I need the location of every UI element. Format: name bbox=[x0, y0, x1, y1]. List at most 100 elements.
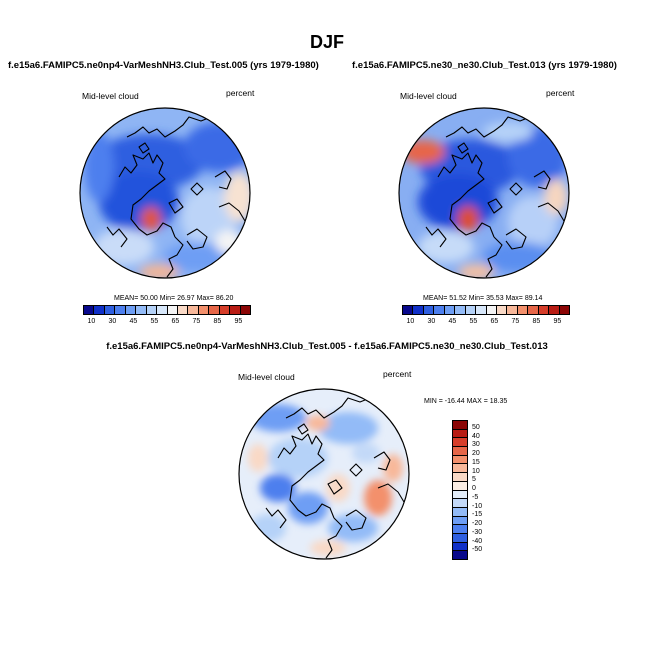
panel2-min-value: 35.53 bbox=[486, 295, 504, 302]
panel1-min-value: 26.97 bbox=[177, 295, 195, 302]
colorbar-swatch bbox=[167, 306, 178, 314]
colorbar-tick-label: 40 bbox=[472, 432, 480, 440]
colorbar-tick-label: 10 bbox=[472, 467, 480, 475]
panel2-max-value: 89.14 bbox=[524, 295, 543, 302]
colorbar-swatch bbox=[125, 306, 137, 314]
colorbar-swatch bbox=[549, 306, 560, 314]
colorbar-tick-label: 75 bbox=[511, 318, 520, 325]
colorbar-swatch bbox=[453, 533, 467, 543]
panel3-polar-map bbox=[238, 388, 410, 560]
panel3-colorbar-ticks: 50 40 30 20 15 10 5 0 -5 -10 -15 -20 -30 -40 -50 bbox=[472, 420, 502, 560]
colorbar-swatch bbox=[507, 306, 518, 314]
colorbar-swatch bbox=[434, 306, 445, 314]
panel1-colorbar-ticks: 10 30 45 55 65 75 85 95 bbox=[83, 318, 251, 328]
colorbar-tick-label: 0 bbox=[472, 485, 476, 492]
colorbar-swatch bbox=[453, 473, 467, 482]
colorbar-swatch bbox=[517, 306, 529, 314]
panel1-colorbar bbox=[83, 305, 251, 315]
colorbar-swatch bbox=[453, 551, 467, 559]
colorbar-tick-label: -10 bbox=[472, 502, 483, 510]
panel2-mean-value: 51.52 bbox=[449, 295, 467, 302]
colorbar-swatch bbox=[413, 306, 424, 314]
colorbar-swatch bbox=[94, 306, 105, 314]
colorbar-swatch bbox=[453, 525, 467, 534]
colorbar-swatch bbox=[177, 306, 189, 314]
panel1-min-label: Min= bbox=[159, 295, 176, 302]
colorbar-tick-label: 75 bbox=[192, 318, 201, 325]
colorbar-swatch bbox=[559, 306, 569, 314]
colorbar-swatch bbox=[465, 306, 477, 314]
panel2-colorbar bbox=[402, 305, 570, 315]
colorbar-tick-label: -40 bbox=[472, 537, 483, 545]
colorbar-tick-label: 50 bbox=[472, 423, 480, 431]
panel1-title: f.e15a6.FAMIPC5.ne0np4-VarMeshNH3.Club_T… bbox=[8, 60, 319, 71]
colorbar-swatch bbox=[146, 306, 158, 314]
colorbar-tick-label: 45 bbox=[129, 318, 138, 325]
colorbar-tick-label: 45 bbox=[448, 318, 457, 325]
colorbar-swatch bbox=[84, 306, 95, 314]
colorbar-swatch bbox=[219, 306, 231, 314]
panel3-minmax: MIN = -16.44 MAX = 18.35 bbox=[424, 398, 508, 405]
colorbar-tick-label: 95 bbox=[234, 318, 243, 325]
panel2-left-label: Mid-level cloud bbox=[400, 91, 457, 101]
colorbar-tick-label: 5 bbox=[472, 476, 476, 484]
colorbar-swatch bbox=[240, 306, 250, 314]
colorbar-swatch bbox=[538, 306, 550, 314]
colorbar-swatch bbox=[423, 306, 435, 314]
panel2-max-label: Max= bbox=[505, 295, 523, 302]
figure-title: DJF bbox=[309, 32, 344, 52]
colorbar-tick-label: 30 bbox=[472, 441, 480, 449]
panel2-polar-map bbox=[398, 107, 570, 279]
colorbar-swatch bbox=[486, 306, 497, 314]
panel3-left-label: Mid-level cloud bbox=[238, 372, 295, 382]
colorbar-tick-label: -30 bbox=[472, 528, 483, 536]
colorbar-tick-label: -50 bbox=[472, 546, 483, 554]
panel1-left-label: Mid-level cloud bbox=[82, 91, 139, 101]
colorbar-swatch bbox=[453, 438, 467, 448]
colorbar-swatch bbox=[453, 516, 467, 526]
colorbar-swatch bbox=[209, 306, 220, 314]
colorbar-swatch bbox=[444, 306, 456, 314]
colorbar-swatch bbox=[157, 306, 168, 314]
colorbar-swatch bbox=[136, 306, 147, 314]
colorbar-swatch bbox=[403, 306, 414, 314]
colorbar-tick-label: 10 bbox=[406, 318, 415, 325]
panel2-mean-label: MEAN= bbox=[423, 295, 448, 302]
colorbar-tick-label: 30 bbox=[108, 318, 117, 325]
colorbar-tick-label: 95 bbox=[553, 318, 562, 325]
colorbar-tick-label: 55 bbox=[469, 318, 478, 325]
colorbar-swatch bbox=[453, 464, 467, 474]
colorbar-tick-label: 65 bbox=[490, 318, 499, 325]
panel1-polar-map bbox=[79, 107, 251, 279]
colorbar-swatch bbox=[453, 499, 467, 508]
colorbar-swatch bbox=[115, 306, 126, 314]
colorbar-tick-label: -20 bbox=[472, 520, 483, 527]
colorbar-tick-label: 10 bbox=[87, 318, 96, 325]
panel1-max-value: 86.20 bbox=[215, 295, 234, 302]
colorbar-swatch bbox=[453, 542, 467, 552]
panel2-colorbar-ticks: 10 30 45 55 65 75 85 95 bbox=[402, 318, 570, 328]
colorbar-tick-label: 20 bbox=[472, 450, 480, 457]
panel2-title: f.e15a6.FAMIPC5.ne30_ne30.Club_Test.013 … bbox=[352, 60, 617, 71]
colorbar-tick-label: 55 bbox=[150, 318, 159, 325]
colorbar-swatch bbox=[528, 306, 539, 314]
panel3-title: f.e15a6.FAMIPC5.ne0np4-VarMeshNH3.Club_T… bbox=[106, 341, 548, 352]
colorbar-swatch bbox=[453, 421, 467, 430]
colorbar-tick-label: 15 bbox=[472, 458, 480, 466]
panel3-units: percent bbox=[383, 369, 412, 379]
panel1-units: percent bbox=[226, 88, 255, 98]
colorbar-swatch bbox=[453, 481, 467, 491]
panel3-colorbar bbox=[452, 420, 468, 560]
panel1-mean-value: 50.00 bbox=[140, 295, 158, 302]
colorbar-swatch bbox=[455, 306, 466, 314]
panel1-mean-label: MEAN= bbox=[114, 295, 139, 302]
colorbar-tick-label: 65 bbox=[171, 318, 180, 325]
colorbar-swatch bbox=[453, 429, 467, 439]
colorbar-swatch bbox=[476, 306, 487, 314]
colorbar-tick-label: -15 bbox=[472, 511, 483, 519]
colorbar-swatch bbox=[230, 306, 241, 314]
panel2-min-label: Min= bbox=[468, 295, 485, 302]
colorbar-swatch bbox=[453, 447, 467, 456]
colorbar-tick-label: -5 bbox=[472, 493, 479, 501]
colorbar-swatch bbox=[496, 306, 508, 314]
